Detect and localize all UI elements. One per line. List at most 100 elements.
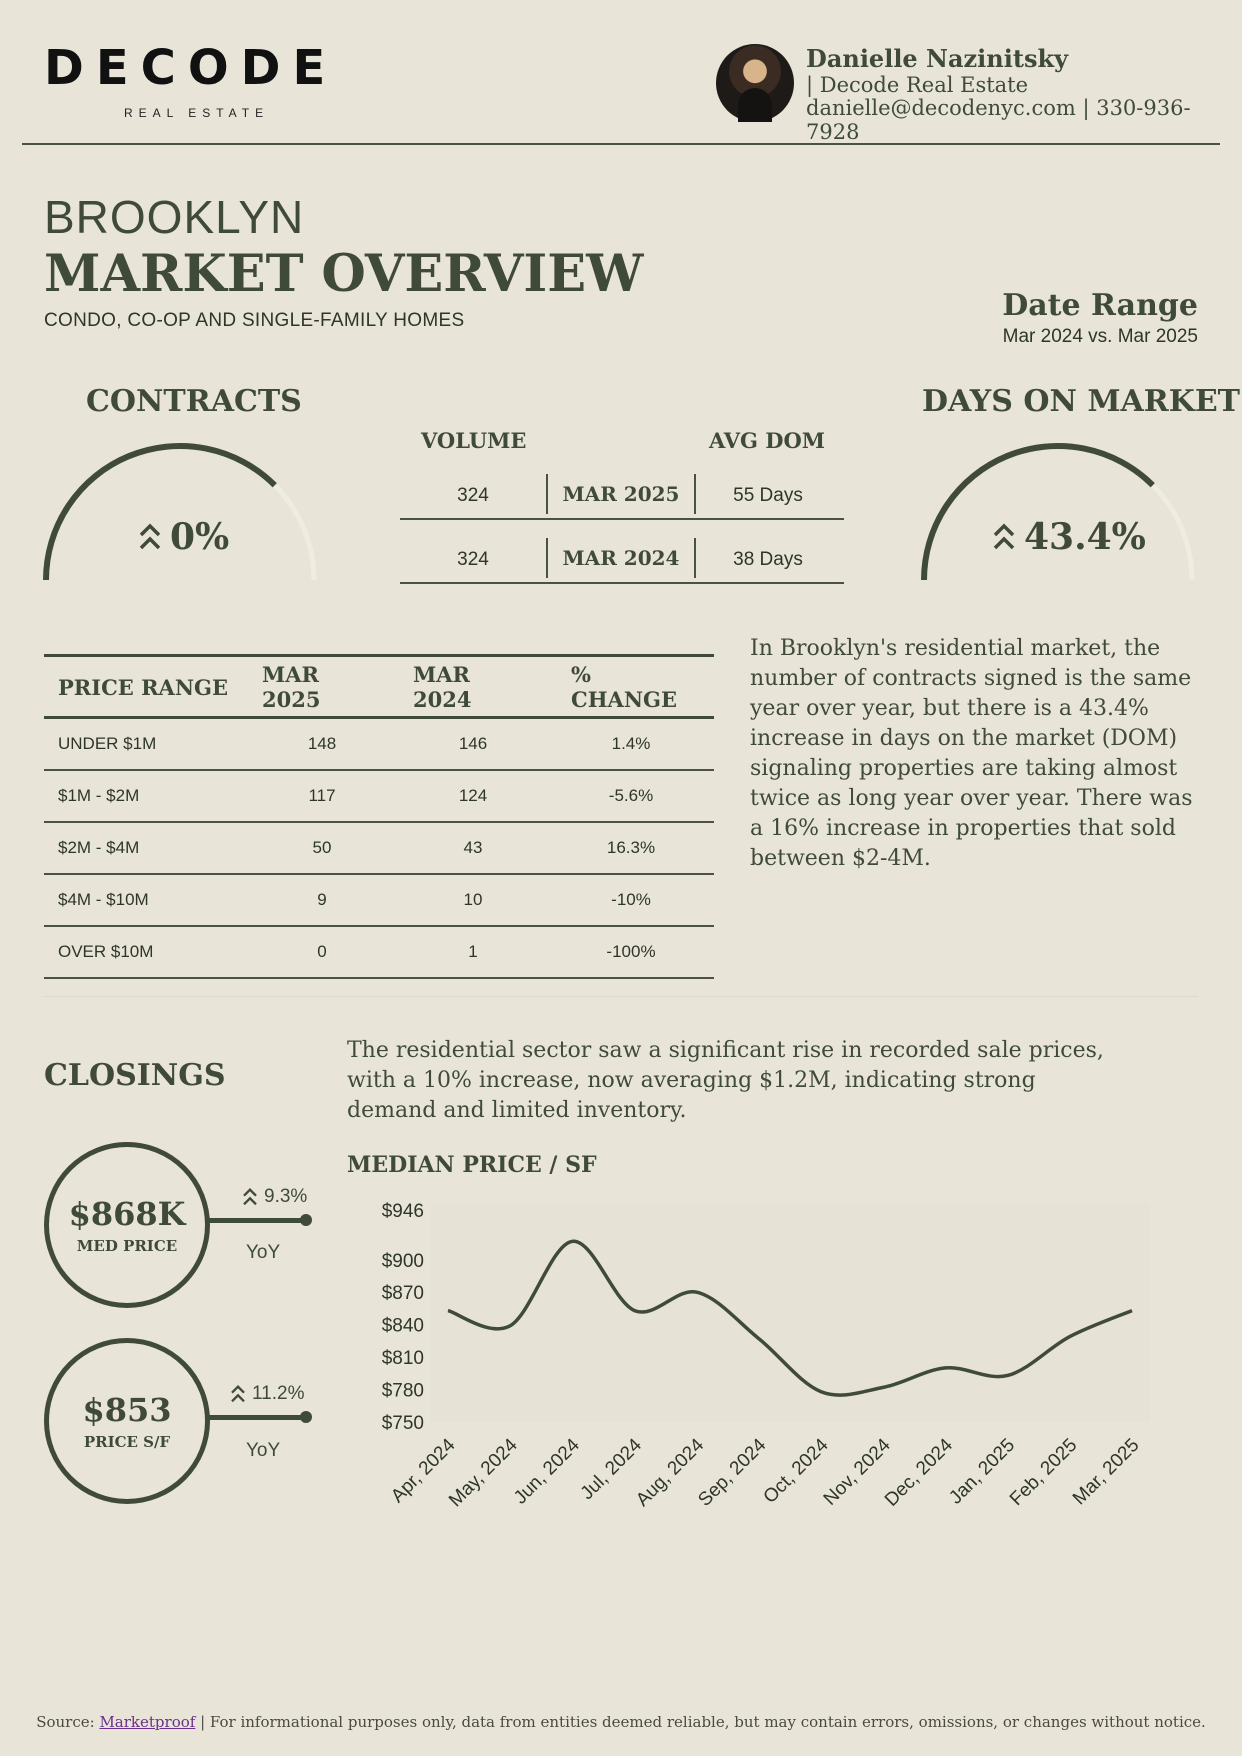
- table-row: $2M - $4M 50 43 16.3%: [44, 823, 714, 875]
- table-row: $4M - $10M 9 10 -10%: [44, 875, 714, 927]
- price-sf-change-value: 11.2%: [252, 1383, 305, 1404]
- closings-summary: The residential sector saw a significant…: [347, 1038, 1104, 1123]
- y-tick-label: $900: [382, 1251, 424, 1272]
- y-tick-label: $870: [382, 1283, 424, 1304]
- dom-change: 43.4%: [992, 516, 1146, 558]
- header-price-range: PRICE RANGE: [58, 674, 228, 700]
- med-price-change-value: 9.3%: [264, 1186, 308, 1207]
- med-price-dot: [300, 1214, 312, 1226]
- x-tick-label: Feb, 2025: [1006, 1435, 1081, 1510]
- contracts-change: 0%: [138, 516, 229, 558]
- cell-mar-2024: 43: [463, 838, 483, 857]
- gauge-track: [921, 443, 1195, 581]
- price-table-header: PRICE RANGE MAR 2025 MAR 2024 % CHANGE: [44, 658, 714, 719]
- header-pct-change: % CHANGE: [571, 662, 677, 712]
- city-title: BROOKLYN: [44, 191, 305, 243]
- cell-pct-change: 16.3%: [606, 838, 656, 857]
- source-link[interactable]: Marketproof: [99, 1713, 196, 1731]
- agent-company: | Decode Real Estate: [806, 73, 1029, 97]
- avg-dom-header: AVG DOM: [709, 428, 826, 453]
- segment-subtitle: CONDO, CO-OP AND SINGLE-FAMILY HOMES: [44, 310, 465, 331]
- footer-source: Source: Marketproof | For informational …: [0, 1713, 1242, 1731]
- contracts-summary: In Brooklyn's residential market, the nu…: [750, 636, 1193, 871]
- contract-dom: 55 Days: [733, 485, 803, 506]
- contract-row-2024: 324 MAR 2024 38 Days: [400, 538, 844, 584]
- double-chevron-up-icon: [243, 1188, 257, 1206]
- contracts-gauge: [43, 443, 317, 581]
- cell-mar-2025: 9: [317, 890, 327, 909]
- cell-pct-change: -5.6%: [608, 786, 654, 805]
- cell-price-range: $2M - $4M: [58, 838, 140, 857]
- x-tick-label: Sep, 2024: [694, 1434, 770, 1510]
- cell-mar-2025: 0: [317, 942, 327, 961]
- cell-price-range: OVER $10M: [58, 942, 154, 961]
- contract-row-2025: 324 MAR 2025 55 Days: [400, 474, 844, 520]
- y-tick-label: $810: [382, 1348, 424, 1369]
- price-sf-label: PRICE S/F: [83, 1433, 171, 1451]
- section-divider: [44, 996, 1198, 997]
- cell-mar-2024: 1: [468, 942, 478, 961]
- price-sf-period: YoY: [246, 1440, 281, 1461]
- y-tick-label: $780: [382, 1381, 424, 1402]
- double-chevron-up-icon: [139, 523, 161, 550]
- y-tick-label: $946: [382, 1201, 424, 1222]
- med-price-connector: [208, 1218, 304, 1223]
- contract-period: MAR 2024: [546, 538, 696, 578]
- x-tick-label: Jun, 2024: [510, 1434, 584, 1508]
- double-chevron-up-icon: [993, 523, 1015, 550]
- contracts-change-value: 0%: [170, 516, 230, 558]
- x-tick-label: Dec, 2024: [881, 1434, 957, 1510]
- brand-logo: DECODE: [44, 40, 338, 96]
- price-sf-circle: $853 PRICE S/F: [44, 1338, 210, 1504]
- page-title: MARKET OVERVIEW: [44, 244, 644, 304]
- med-price-label: MED PRICE: [76, 1237, 178, 1255]
- header-mar-2024: MAR 2024: [413, 662, 472, 712]
- x-tick-label: May, 2024: [445, 1434, 522, 1511]
- dom-title: DAYS ON MARKET: [922, 384, 1241, 419]
- cell-mar-2024: 146: [458, 734, 488, 753]
- dom-gauge: [921, 443, 1195, 581]
- agent-avatar: [716, 44, 794, 122]
- date-range-label: Date Range: [1002, 288, 1198, 323]
- table-row: OVER $10M 0 1 -100%: [44, 927, 714, 979]
- price-table-top-rule: [44, 654, 714, 657]
- dom-change-value: 43.4%: [1024, 516, 1146, 558]
- y-tick-label: $750: [382, 1413, 424, 1434]
- y-tick-label: $840: [382, 1316, 424, 1337]
- brand-tagline: REAL ESTATE: [124, 106, 270, 120]
- agent-name: Danielle Nazinitsky: [806, 44, 1069, 73]
- med-price-circle: $868K MED PRICE: [44, 1142, 210, 1308]
- plot-area: [430, 1204, 1150, 1422]
- table-row: $1M - $2M 117 124 -5.6%: [44, 771, 714, 823]
- cell-price-range: $1M - $2M: [58, 786, 140, 805]
- cell-mar-2024: 10: [463, 890, 483, 909]
- volume-header: VOLUME: [421, 428, 527, 453]
- gauge-fill: [921, 443, 1155, 581]
- agent-contact: danielle@decodenyc.com | 330-936-7928: [806, 96, 1191, 144]
- contract-volume: 324: [457, 549, 489, 570]
- x-tick-label: Mar, 2025: [1069, 1435, 1144, 1510]
- price-sf-value: $853: [82, 1391, 172, 1429]
- cell-price-range: UNDER $1M: [58, 734, 157, 753]
- gauge-track: [43, 443, 317, 581]
- contract-dom: 38 Days: [733, 549, 803, 570]
- double-chevron-up-icon: [231, 1385, 245, 1403]
- header-divider: [22, 143, 1220, 145]
- med-price-period: YoY: [246, 1242, 281, 1263]
- med-price-change: 9.3%: [242, 1186, 307, 1208]
- cell-mar-2025: 50: [312, 838, 332, 857]
- contract-period: MAR 2025: [546, 474, 696, 514]
- footer-suffix: | For informational purposes only, data …: [195, 1713, 1206, 1731]
- contract-volume: 324: [457, 485, 489, 506]
- price-sf-change: 11.2%: [230, 1383, 304, 1405]
- price-sf-connector: [208, 1415, 304, 1420]
- header-mar-2025: MAR 2025: [262, 662, 321, 712]
- cell-price-range: $4M - $10M: [58, 890, 149, 909]
- footer-prefix: Source:: [36, 1713, 100, 1731]
- contracts-title: CONTRACTS: [86, 384, 302, 419]
- cell-mar-2025: 117: [308, 786, 336, 805]
- cell-pct-change: -10%: [611, 890, 651, 909]
- chart-title: MEDIAN PRICE / SF: [347, 1152, 597, 1178]
- cell-mar-2025: 148: [307, 734, 337, 753]
